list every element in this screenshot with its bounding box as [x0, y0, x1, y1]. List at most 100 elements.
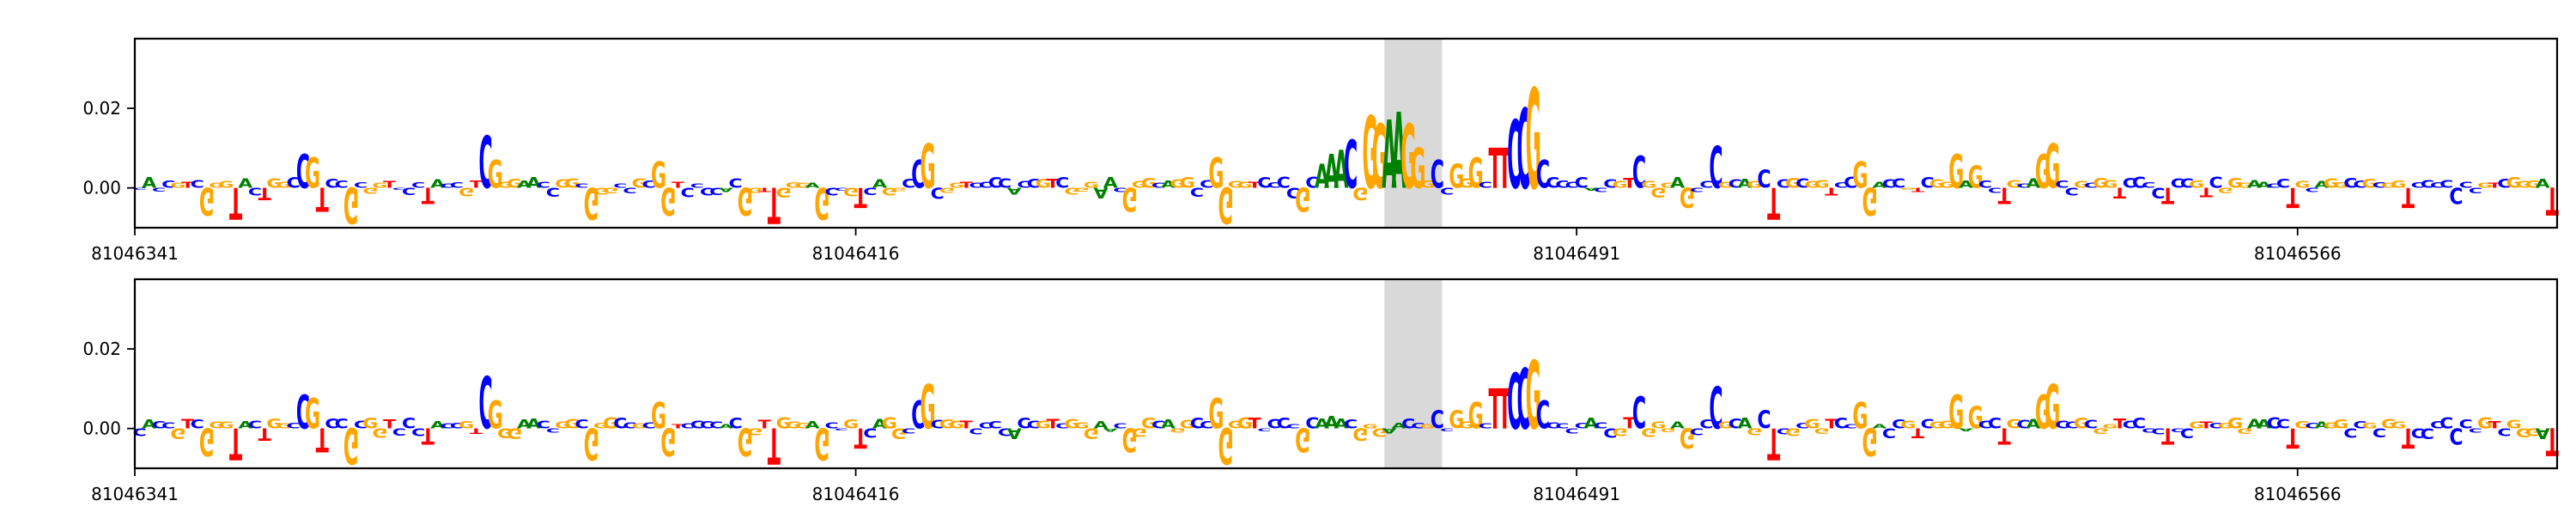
logo-letter-G: G: [199, 418, 215, 463]
logo-letter-G: G: [497, 180, 513, 190]
logo-letter-G: G: [1852, 395, 1868, 437]
logo-letter-G: G: [1372, 425, 1388, 438]
logo-letter-G: G: [1747, 426, 1762, 437]
logo-letter-C: C: [2171, 176, 2184, 192]
logo-letter-G: G: [488, 153, 503, 198]
logo-letter-C: C: [1431, 406, 1444, 436]
logo-letter-C: C: [1546, 421, 1559, 431]
logo-letter-T: T: [2287, 422, 2300, 454]
logo-letter-T: T: [2402, 422, 2415, 454]
logo-letter-G: G: [2006, 418, 2021, 432]
logo-letter-G: G: [882, 185, 897, 198]
logo-letter-A: A: [1334, 416, 1348, 432]
logo-letter-G: G: [2525, 425, 2541, 438]
logo-letter-C: C: [2123, 175, 2136, 192]
logo-letter-A: A: [805, 420, 820, 431]
logo-letter-A: A: [719, 186, 733, 194]
logo-letter-A: A: [526, 174, 542, 192]
logo-letter-G: G: [747, 186, 762, 194]
logo-letter-G: G: [1612, 180, 1627, 191]
logo-letter-C: C: [2055, 419, 2069, 431]
logo-letter-G: G: [1458, 176, 1473, 192]
logo-letter-G: G: [1352, 424, 1368, 443]
logo-letter-G: G: [343, 416, 359, 473]
logo-letter-C: C: [2305, 422, 2318, 430]
logo-letter-C: C: [969, 181, 982, 189]
logo-letter-C: C: [2132, 174, 2146, 192]
logo-letter-C: C: [402, 415, 416, 432]
logo-letter-G: G: [2333, 418, 2348, 432]
x-tick-label: 81046491: [1533, 484, 1620, 504]
logo-letter-G: G: [2189, 420, 2204, 431]
logo-letter-T: T: [1623, 415, 1636, 432]
logo-letter-C: C: [2209, 421, 2223, 430]
logo-letter-C: C: [1277, 174, 1291, 192]
logo-letter-G: G: [738, 418, 753, 463]
logo-letter-C: C: [546, 185, 560, 198]
logo-letter-G: G: [1862, 178, 1878, 223]
logo-letter-T: T: [1498, 138, 1511, 202]
logo-letter-C: C: [1151, 182, 1165, 190]
logo-letter-G: G: [603, 186, 618, 196]
logo-letter-A: A: [1382, 427, 1396, 435]
logo-letter-G: G: [1170, 178, 1186, 192]
logo-letter-G: G: [1814, 179, 1830, 191]
logo-letter-C: C: [1892, 176, 1905, 192]
logo-letter-G: G: [1968, 160, 1984, 195]
logo-letter-A: A: [1094, 420, 1109, 431]
logo-letter-G: G: [939, 186, 955, 194]
y-tick-label: 0.00: [82, 178, 121, 198]
logo-letter-C: C: [1564, 427, 1578, 435]
logo-letter-A: A: [517, 180, 532, 191]
logo-letter-G: G: [266, 176, 282, 192]
logo-letter-C: C: [2449, 182, 2463, 208]
logo-letter-C: C: [354, 180, 368, 190]
logo-letter-C: C: [392, 187, 406, 191]
logo-letter-G: G: [2506, 174, 2522, 192]
logo-letter-C: C: [354, 419, 368, 431]
logo-letter-T: T: [758, 418, 772, 431]
logo-letter-C: C: [835, 428, 848, 431]
logo-letter-G: G: [1352, 184, 1368, 203]
logo-letter-C: C: [1603, 178, 1617, 191]
logo-letter-C: C: [1151, 418, 1165, 431]
logo-letter-C: C: [1988, 415, 2002, 432]
logo-letter-C: C: [1882, 425, 1896, 442]
logo-letter-G: G: [1064, 417, 1079, 432]
logo-letter-G: G: [949, 181, 964, 190]
logo-letter-C: C: [248, 185, 262, 198]
logo-letter-G: G: [1449, 406, 1464, 436]
logo-letter-A: A: [1392, 422, 1406, 430]
logo-letter-G: G: [1237, 180, 1253, 190]
x-tick-label: 81046491: [1533, 243, 1620, 264]
logo-letter-G: G: [218, 421, 234, 431]
logo-letter-G: G: [1362, 423, 1377, 430]
logo-letter-C: C: [613, 415, 627, 431]
logo-letter-C: C: [248, 420, 262, 431]
logo-letter-C: C: [2469, 186, 2482, 196]
logo-letter-C: C: [863, 186, 877, 197]
logo-letter-G: G: [1218, 175, 1234, 232]
logo-letter-C: C: [1699, 418, 1713, 431]
logo-letter-C: C: [902, 427, 915, 435]
logo-letter-C: C: [931, 184, 945, 201]
logo-letter-G: G: [1660, 427, 1675, 434]
logo-letter-A: A: [1670, 174, 1685, 191]
logo-letter-A: A: [2314, 421, 2330, 431]
logo-letter-G: G: [459, 185, 474, 198]
logo-letter-C: C: [2372, 180, 2386, 189]
logo-letter-C: C: [1699, 180, 1713, 191]
highlight-region: [1384, 279, 1443, 468]
logo-letter-T: T: [2488, 182, 2502, 190]
logo-letter-T: T: [1911, 425, 1924, 442]
logo-letter-G: G: [2391, 420, 2406, 430]
logo-letter-T: T: [768, 416, 781, 473]
logo-letters: CACCGTCGGGTACTGGCCGTCCGCGGTCCCTACCGTCGGG…: [133, 60, 2559, 232]
logo-letter-C: C: [402, 185, 416, 196]
logo-letter-C: C: [2084, 181, 2098, 189]
logo-letter-G: G: [2362, 178, 2378, 192]
logo-letter-C: C: [1844, 174, 1857, 192]
logo-letter-A: A: [2247, 417, 2262, 432]
logo-letter-G: G: [1804, 180, 1820, 191]
logo-letter-C: C: [335, 180, 349, 191]
